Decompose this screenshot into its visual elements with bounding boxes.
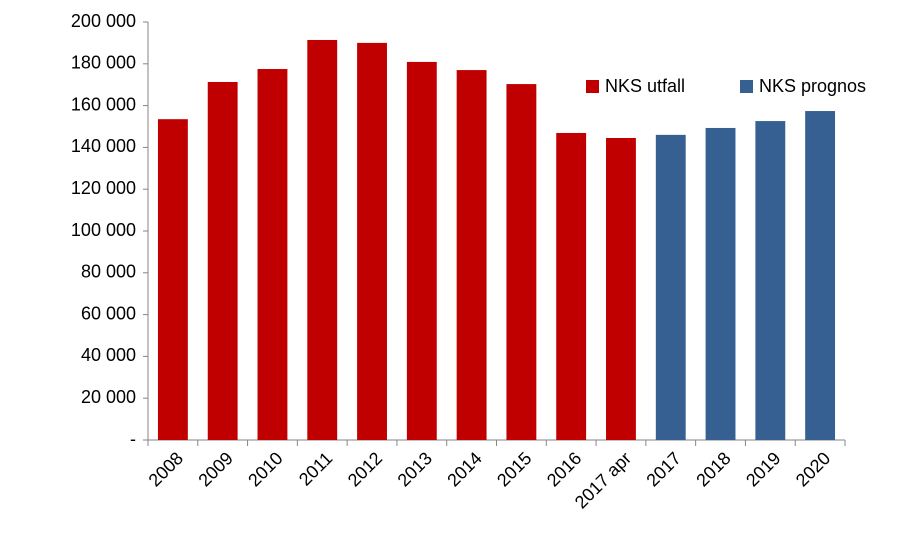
bar xyxy=(307,39,338,440)
y-tick-label: 80 000 xyxy=(81,262,136,282)
bar xyxy=(506,84,537,440)
x-tick-label: 2018 xyxy=(692,448,734,490)
y-tick-label: 20 000 xyxy=(81,387,136,407)
legend-swatch xyxy=(740,80,753,93)
bar xyxy=(655,134,686,441)
x-tick-label: 2010 xyxy=(244,448,286,490)
bar xyxy=(257,69,288,441)
bar xyxy=(556,132,587,440)
x-tick-label: 2013 xyxy=(394,448,436,490)
x-tick-label: 2015 xyxy=(493,448,535,490)
x-tick-label: 2012 xyxy=(344,448,386,490)
y-tick-label: - xyxy=(130,429,136,449)
legend-swatch xyxy=(586,80,599,93)
x-tick-label: 2014 xyxy=(443,448,485,490)
bar xyxy=(207,81,238,440)
bar xyxy=(755,121,786,440)
legend-label: NKS prognos xyxy=(759,76,866,96)
x-tick-label: 2017 xyxy=(642,448,684,490)
bar xyxy=(157,119,188,440)
y-tick-label: 120 000 xyxy=(71,178,136,198)
y-tick-label: 180 000 xyxy=(71,53,136,73)
x-tick-label: 2008 xyxy=(145,448,187,490)
x-tick-label: 2009 xyxy=(194,448,236,490)
x-tick-label: 2016 xyxy=(543,448,585,490)
y-tick-label: 140 000 xyxy=(71,136,136,156)
legend-label: NKS utfall xyxy=(605,76,685,96)
bar xyxy=(406,61,437,440)
bar xyxy=(606,137,636,440)
bar xyxy=(805,111,836,440)
bar xyxy=(357,42,387,441)
x-tick-label: 2020 xyxy=(792,448,834,490)
y-tick-label: 100 000 xyxy=(71,220,136,240)
y-tick-label: 200 000 xyxy=(71,11,136,31)
bar xyxy=(705,127,736,440)
y-tick-label: 60 000 xyxy=(81,303,136,323)
y-tick-label: 40 000 xyxy=(81,345,136,365)
bar xyxy=(456,70,487,440)
y-tick-label: 160 000 xyxy=(71,94,136,114)
x-tick-label: 2011 xyxy=(295,448,337,490)
x-tick-label: 2019 xyxy=(742,448,784,490)
